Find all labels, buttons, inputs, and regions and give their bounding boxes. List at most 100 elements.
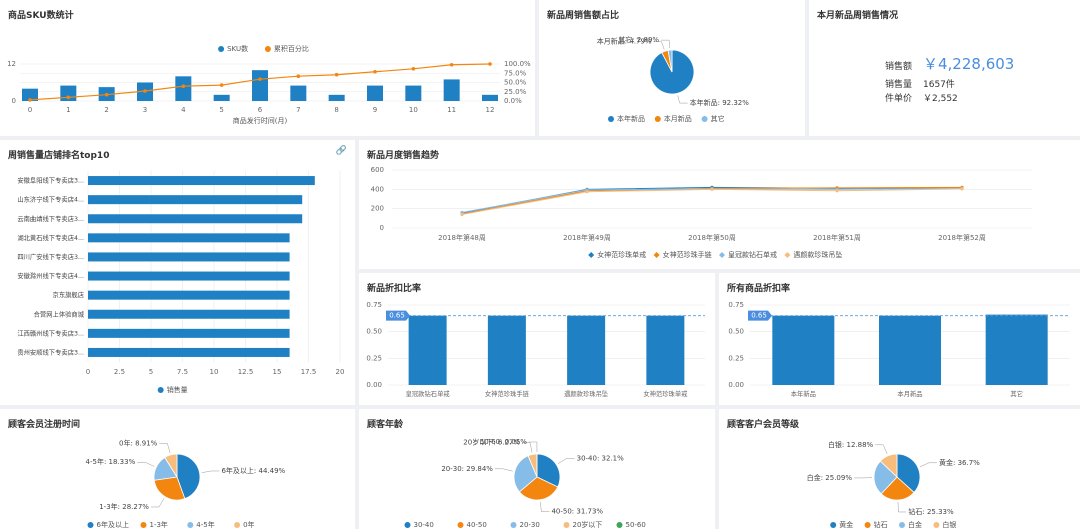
sku-cumulative-point <box>373 69 377 74</box>
discount_all-y-tick: 0.25 <box>728 354 744 362</box>
sku-cumulative-point <box>66 95 71 100</box>
sku-legend-marker <box>264 46 271 52</box>
discount_new-x-tick: 皇冠款钻石单戒 <box>406 389 451 398</box>
ranking-bar <box>88 328 290 338</box>
age-legend-label: 40-50 <box>467 521 487 529</box>
sku-x-tick: 0 <box>28 106 32 114</box>
discount_new-y-tick: 0.50 <box>366 328 382 336</box>
sku-x-tick: 7 <box>296 106 300 114</box>
reg-leader-line <box>150 498 165 508</box>
ranking-category-label: 四川广安线下专卖店3... <box>17 252 84 261</box>
age-legend-marker <box>616 522 623 528</box>
discount_new-y-tick: 0.75 <box>366 301 382 309</box>
reg-slice-label: 4-5年: 18.33% <box>86 457 136 466</box>
ranking-category-label: 安徽滁州线下专卖店4... <box>17 271 84 280</box>
trend-x-tick: 2018年第52周 <box>938 233 986 242</box>
ranking-chart: 0 2.5 5 7.5 10 12.5 15 17.5 20 安徽阜阳线下专卖店3... 山东济宁线… <box>17 171 345 394</box>
ranking-x-tick: 20 <box>336 368 345 376</box>
trend-series-point <box>960 187 964 191</box>
level-slice-label: 黄金: 36.7% <box>939 458 980 467</box>
age-legend-label: 50-60 <box>626 521 646 529</box>
ranking-category-label: 安徽阜阳线下专卖店3... <box>17 176 84 185</box>
ranking-x-tick: 2.5 <box>114 368 125 376</box>
age-legend-marker <box>457 522 464 528</box>
reg-leader-line <box>159 443 171 454</box>
trend-x-tick: 2018年第51周 <box>813 233 861 242</box>
reg-legend-marker <box>187 522 194 528</box>
reg-slice <box>153 476 186 501</box>
discount_new-x-tick: 遇颜款珍珠吊坠 <box>564 389 609 398</box>
level-legend-label: 白银 <box>942 520 956 529</box>
trend-y-tick: 400 <box>371 185 384 193</box>
ranking-bar <box>88 309 290 319</box>
discount_new-bar <box>408 315 447 385</box>
link-icon[interactable]: 🔗 <box>335 146 347 156</box>
discount_new-bar <box>646 315 685 385</box>
reg-legend-label: 1-3年 <box>150 520 168 529</box>
discount_all-reference-badge <box>748 310 772 321</box>
trend-legend-label: 遇颜款珍珠吊坠 <box>793 250 842 259</box>
sku-legend-label: SKU数 <box>227 44 248 53</box>
level-legend-marker <box>864 522 871 528</box>
trend-x-tick: 2018年第48周 <box>438 233 486 242</box>
discount_new-y-tick: 0.25 <box>366 354 382 362</box>
sku-x-tick: 10 <box>409 106 418 114</box>
level-legend-marker <box>830 522 837 528</box>
sales-qty-value: 1657件 <box>923 80 955 90</box>
level-slice-label: 钻石: 25.33% <box>908 507 954 516</box>
sku-cumulative-point <box>104 92 109 97</box>
sku-bar <box>405 85 422 101</box>
sku-left-tick: 12 <box>7 60 16 68</box>
age-legend-marker <box>404 522 411 528</box>
reg-legend-label: 0年 <box>243 520 254 529</box>
age-leader-line <box>494 468 513 472</box>
trend-legend-marker <box>784 252 791 258</box>
discount_all-y-tick: 0.50 <box>728 328 744 336</box>
ranking-category-label: 山东济宁线下专卖店4... <box>17 195 84 204</box>
share-legend-marker <box>701 116 708 122</box>
sku-x-axis-label: 商品发行时间(月) <box>233 116 288 125</box>
share-slice-label: 本月新品: 4.79% <box>597 37 652 46</box>
sku-legend-label: 累积百分比 <box>274 44 309 53</box>
sku-cumulative-point <box>334 72 339 77</box>
sku-bar <box>175 76 192 101</box>
ranking-x-tick: 7.5 <box>177 368 188 376</box>
sku-x-tick: 6 <box>258 106 263 114</box>
trend-y-tick: 0 <box>380 224 384 232</box>
sku-bar <box>482 94 498 101</box>
reg-slice <box>176 453 201 500</box>
age-legend-marker <box>510 522 517 528</box>
discount-new-panel: 新品折扣比率 0.00 0.25 0.50 0.75 皇冠款钻石单戒 女神范珍珠手链 遇颜款… <box>359 273 715 405</box>
share-leader-line <box>677 95 688 104</box>
sku-x-tick: 5 <box>219 106 223 114</box>
level-slice <box>879 453 898 478</box>
level-legend-label: 黄金 <box>839 520 853 529</box>
level-legend-label: 白金 <box>908 520 922 529</box>
ranking-x-tick: 5 <box>149 368 153 376</box>
sku-x-tick: 8 <box>334 106 338 114</box>
ranking-x-tick: 0 <box>86 368 90 376</box>
ranking-panel: 周销售量店铺排名top10 🔗 0 2.5 5 7.5 10 12.5 15 17.5 20 安徽… <box>0 140 355 405</box>
sku-right-tick: 100.0% <box>504 60 531 68</box>
reg-chart: 6年及以上: 44.49% 1-3年: 28.27% 4-5年: 18.33% 0年:… <box>86 438 286 529</box>
sku-bar <box>443 79 460 101</box>
reg-leader-line <box>137 461 155 467</box>
reg-slice-label: 1-3年: 28.27% <box>99 502 149 511</box>
age-slice-label: 20岁以下: 6.27% <box>463 438 520 447</box>
sku-bar <box>290 85 307 101</box>
sku-cumulative-point <box>488 62 492 66</box>
age-slice-label: 50-60: 0.05% <box>480 438 528 446</box>
ranking-category-label: 江西赣州线下专卖店3... <box>17 328 84 337</box>
level-legend-marker <box>899 522 905 528</box>
reg-panel-title: 顾客会员注册时间 <box>8 420 81 430</box>
trend-y-tick: 600 <box>371 166 384 174</box>
reg-slice-label: 0年: 8.91% <box>119 438 158 447</box>
trend-series-point <box>835 189 839 193</box>
reg-legend-marker <box>87 522 94 528</box>
level-slice <box>896 453 921 493</box>
ranking-x-tick: 17.5 <box>301 368 317 376</box>
discount_all-x-tick: 其它 <box>1010 389 1023 398</box>
trend-legend-label: 皇冠款钻石单戒 <box>728 250 777 259</box>
age-leader-line <box>558 458 575 464</box>
ranking-bar <box>88 195 303 205</box>
